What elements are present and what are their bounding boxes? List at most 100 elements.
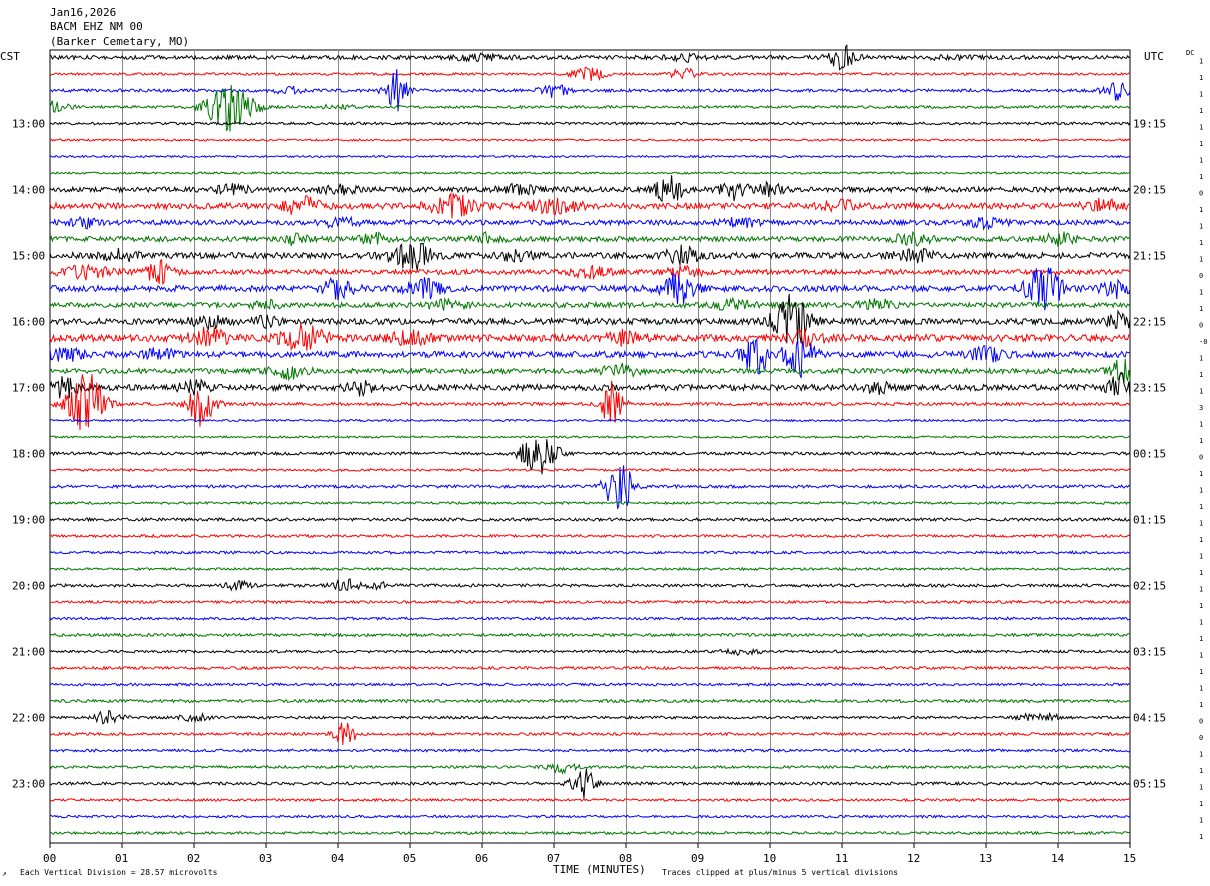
left-time-label: 17:00 xyxy=(12,382,45,395)
right-time-label: 05:15 xyxy=(1133,778,1166,791)
dc-offset-value: 1 xyxy=(1199,305,1203,313)
x-tick-label: 15 xyxy=(1123,852,1136,865)
trace-line xyxy=(49,84,1131,132)
trace-line xyxy=(49,599,1131,605)
trace-line xyxy=(49,358,1131,384)
trace-line xyxy=(49,374,1131,431)
trace-line xyxy=(49,763,1131,775)
trace-line xyxy=(49,242,1131,271)
trace-line xyxy=(49,748,1131,753)
x-tick-label: 02 xyxy=(187,852,200,865)
trace-line xyxy=(49,372,1131,399)
x-tick-label: 08 xyxy=(619,852,632,865)
dc-offset-value: 1 xyxy=(1199,569,1203,577)
dc-offset-value: -0 xyxy=(1199,338,1207,346)
vertical-division-note: Each Vertical Division = 28.57 microvolt… xyxy=(20,868,218,877)
trace-line xyxy=(49,121,1131,126)
dc-offset-value: 1 xyxy=(1199,206,1203,214)
trace-line xyxy=(49,267,1131,311)
dc-offset-value: 1 xyxy=(1199,388,1203,396)
trace-line xyxy=(49,338,1131,379)
x-tick-label: 11 xyxy=(835,852,848,865)
right-time-label: 22:15 xyxy=(1133,316,1166,329)
trace-line xyxy=(49,230,1131,247)
dc-offset-value: 1 xyxy=(1199,685,1203,693)
trace-line xyxy=(49,632,1131,638)
x-tick-label: 13 xyxy=(979,852,992,865)
dc-offset-value: 1 xyxy=(1199,58,1203,66)
left-time-label: 15:00 xyxy=(12,250,45,263)
left-time-label: 23:00 xyxy=(12,778,45,791)
right-time-label: 21:15 xyxy=(1133,250,1166,263)
trace-line xyxy=(49,43,1131,71)
trace-line xyxy=(49,797,1131,803)
header-location: (Barker Cemetary, MO) xyxy=(50,35,189,48)
left-time-labels: 13:00 14:00 15:00 16:00 17:00 18:00 19:00 20:00… xyxy=(12,118,45,791)
dc-offset-value: 1 xyxy=(1199,140,1203,148)
dc-offset-value: 1 xyxy=(1199,107,1203,115)
right-axis-label-utc: UTC xyxy=(1144,50,1164,63)
left-time-label: 16:00 xyxy=(12,316,45,329)
right-time-label: 04:15 xyxy=(1133,712,1166,725)
trace-line xyxy=(49,435,1131,439)
trace-line xyxy=(49,698,1130,704)
trace-line xyxy=(49,768,1131,799)
dc-offset-value: 1 xyxy=(1199,586,1203,594)
trace-line xyxy=(49,439,1131,475)
dc-offset-value: 1 xyxy=(1199,536,1203,544)
dc-offset-value: 0 xyxy=(1199,454,1203,462)
dc-offset-value: 0 xyxy=(1199,734,1203,742)
right-time-label: 23:15 xyxy=(1133,382,1166,395)
trace-line xyxy=(49,467,1131,473)
right-time-label: 00:15 xyxy=(1133,448,1166,461)
dc-offset-value: 1 xyxy=(1199,74,1203,82)
right-time-label: 20:15 xyxy=(1133,184,1166,197)
dc-offset-value: 1 xyxy=(1199,355,1203,363)
right-time-label: 19:15 xyxy=(1133,118,1166,131)
trace-line xyxy=(49,215,1131,231)
dc-offset-value: 1 xyxy=(1199,751,1203,759)
dc-offset-value: 1 xyxy=(1199,289,1203,297)
trace-line xyxy=(49,465,1131,510)
x-tick-label: 05 xyxy=(403,852,416,865)
left-time-label: 18:00 xyxy=(12,448,45,461)
dc-offset-value: 0 xyxy=(1199,272,1203,280)
trace-line xyxy=(49,578,1131,592)
trace-line xyxy=(49,323,1131,352)
dc-offset-value: 1 xyxy=(1199,635,1203,643)
trace-line xyxy=(49,296,1131,312)
trace-line xyxy=(49,830,1131,836)
dc-offset-value: 1 xyxy=(1199,833,1203,841)
trace-line xyxy=(49,138,1131,142)
x-tick-label: 00 xyxy=(43,852,56,865)
dc-offset-value: 1 xyxy=(1199,91,1203,99)
dc-offset-value: 0 xyxy=(1199,190,1203,198)
right-time-label: 02:15 xyxy=(1133,580,1166,593)
x-tick-label: 09 xyxy=(691,852,704,865)
trace-line xyxy=(49,259,1131,285)
plot-grid xyxy=(49,49,1131,844)
x-tick-label: 03 xyxy=(259,852,272,865)
x-tick-label: 10 xyxy=(763,852,776,865)
dc-offset-value: 1 xyxy=(1199,487,1203,495)
plot-frame xyxy=(49,49,1131,844)
dc-offset-value: 1 xyxy=(1199,800,1203,808)
dc-offset-value: 1 xyxy=(1199,520,1203,528)
trace-line xyxy=(49,647,1131,657)
header-station: BACM EHZ NM 00 xyxy=(50,20,143,33)
trace-line xyxy=(49,500,1131,506)
dc-offset-value: 3 xyxy=(1199,404,1203,412)
right-time-label: 01:15 xyxy=(1133,514,1166,527)
dc-offset-value: 1 xyxy=(1199,421,1203,429)
trace-line xyxy=(49,175,1131,203)
dc-offset-value: 1 xyxy=(1199,553,1203,561)
trace-line xyxy=(49,709,1131,725)
left-time-label: 14:00 xyxy=(12,184,45,197)
left-time-label: 20:00 xyxy=(12,580,45,593)
x-tick-label: 12 xyxy=(907,852,920,865)
left-time-label: 19:00 xyxy=(12,514,45,527)
left-time-label: 22:00 xyxy=(12,712,45,725)
trace-line xyxy=(49,69,1131,112)
left-time-label: 13:00 xyxy=(12,118,45,131)
